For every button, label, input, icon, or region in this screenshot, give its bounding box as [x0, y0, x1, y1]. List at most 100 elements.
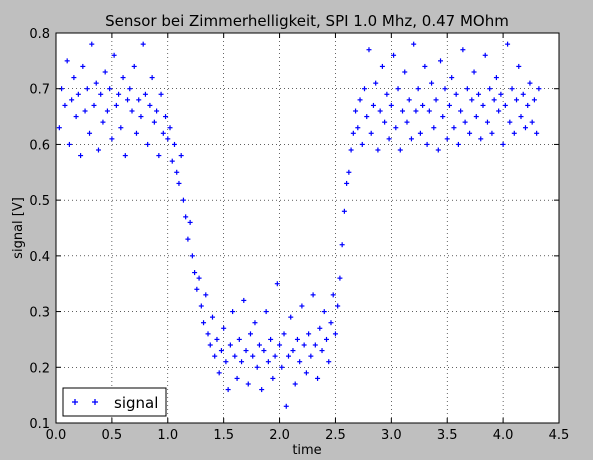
x-tick-label: 3.0 — [381, 428, 402, 443]
y-tick-label: 0.3 — [29, 306, 50, 321]
data-point — [460, 47, 466, 53]
data-point — [250, 353, 256, 359]
data-point — [368, 130, 374, 136]
data-point — [455, 141, 461, 147]
data-point — [165, 136, 171, 142]
data-point — [176, 180, 182, 186]
data-point — [154, 108, 160, 114]
data-point — [440, 114, 446, 120]
data-point — [469, 97, 475, 103]
data-point — [171, 141, 177, 147]
data-point — [433, 97, 439, 103]
data-point — [330, 292, 336, 298]
data-point — [516, 63, 522, 69]
data-point — [169, 158, 175, 164]
data-point — [393, 125, 399, 131]
data-point — [364, 114, 370, 120]
data-point — [431, 125, 437, 131]
data-point — [69, 97, 75, 103]
data-point — [236, 336, 242, 342]
legend-box — [62, 387, 167, 417]
data-point — [435, 147, 441, 153]
data-point — [261, 348, 267, 354]
data-point — [194, 286, 200, 292]
plot-area — [56, 33, 559, 423]
data-point — [209, 314, 215, 320]
data-point — [312, 342, 318, 348]
data-point — [113, 102, 119, 108]
data-point — [426, 108, 432, 114]
data-point — [277, 342, 283, 348]
data-point — [491, 97, 497, 103]
data-point — [292, 381, 298, 387]
data-point — [413, 108, 419, 114]
data-point — [442, 86, 448, 92]
data-point — [212, 353, 218, 359]
data-point — [241, 297, 247, 303]
data-point — [518, 114, 524, 120]
data-point — [480, 102, 486, 108]
data-point — [458, 108, 464, 114]
data-point — [471, 69, 477, 75]
data-point — [62, 102, 68, 108]
x-tick-label: 1.5 — [213, 428, 234, 443]
data-point — [149, 75, 155, 81]
data-point — [375, 147, 381, 153]
data-point — [80, 63, 86, 69]
data-point — [507, 119, 513, 125]
data-point — [534, 130, 540, 136]
data-point — [301, 342, 307, 348]
data-point — [417, 130, 423, 136]
data-point — [71, 75, 77, 81]
data-point — [221, 325, 227, 331]
data-point — [420, 102, 426, 108]
data-point — [424, 141, 430, 147]
data-point — [317, 325, 323, 331]
data-point — [294, 336, 300, 342]
data-point — [487, 86, 493, 92]
data-point — [203, 292, 209, 298]
data-point — [91, 102, 97, 108]
data-point — [205, 331, 211, 337]
data-point — [395, 86, 401, 92]
data-point — [283, 403, 289, 409]
data-point — [467, 130, 473, 136]
data-point — [136, 97, 142, 103]
data-point — [531, 97, 537, 103]
data-point — [332, 331, 338, 337]
data-point — [145, 141, 151, 147]
data-point — [93, 80, 99, 86]
data-point — [464, 86, 470, 92]
data-point — [196, 275, 202, 281]
data-point — [268, 336, 274, 342]
data-point — [270, 375, 276, 381]
data-point — [326, 359, 332, 365]
data-point — [252, 320, 258, 326]
y-tick-label: 0.8 — [29, 27, 50, 42]
data-point — [245, 381, 251, 387]
data-point — [522, 125, 528, 131]
data-point — [451, 125, 457, 131]
data-point — [429, 80, 435, 86]
data-point — [473, 114, 479, 120]
data-point — [444, 136, 450, 142]
data-point — [362, 86, 368, 92]
data-point — [227, 342, 233, 348]
data-point — [509, 86, 515, 92]
data-point — [306, 331, 312, 337]
data-point — [174, 169, 180, 175]
data-point — [446, 102, 452, 108]
data-point — [527, 80, 533, 86]
data-point — [147, 102, 153, 108]
data-point — [89, 41, 95, 47]
x-tick-label: 2.0 — [269, 428, 290, 443]
data-point — [350, 130, 356, 136]
data-point — [411, 41, 417, 47]
data-point — [247, 331, 253, 337]
data-point — [285, 353, 291, 359]
data-point — [216, 370, 222, 376]
data-point — [187, 219, 193, 225]
data-point — [131, 63, 137, 69]
data-point — [239, 359, 245, 365]
data-point — [207, 342, 213, 348]
